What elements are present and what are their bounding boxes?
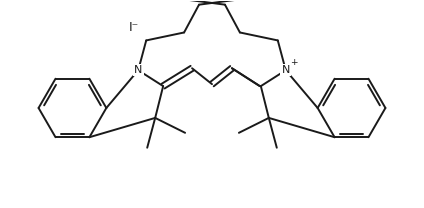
Text: N: N (282, 65, 290, 75)
Text: I⁻: I⁻ (129, 21, 139, 34)
Text: +: + (290, 58, 298, 67)
Text: N: N (134, 65, 142, 75)
